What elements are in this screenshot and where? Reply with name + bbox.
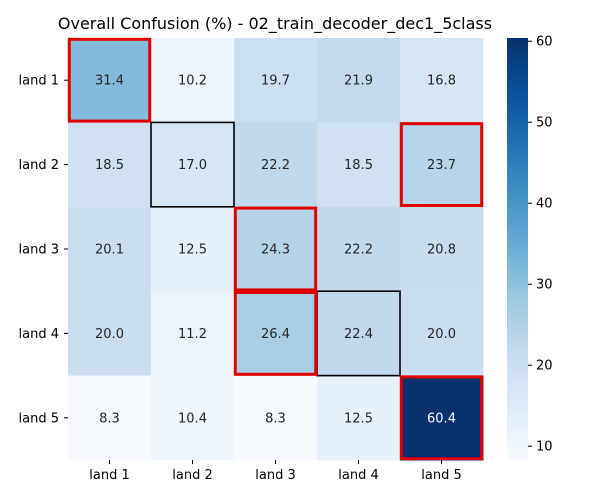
colorbar: 10 20 30 40 50 60 bbox=[507, 35, 553, 460]
row-max-highlight bbox=[233, 206, 318, 292]
heatmap-cell-r3-c1 bbox=[68, 206, 152, 292]
cell-value-label: 23.7 bbox=[427, 158, 456, 173]
heatmap-cell-r1-c2 bbox=[151, 38, 235, 123]
heatmap-cell-r5-c4 bbox=[317, 375, 401, 461]
heatmap-cell-r2-c4 bbox=[317, 122, 401, 208]
cell-highlights bbox=[67, 37, 484, 461]
heatmap-cell-r4-c3 bbox=[234, 291, 318, 377]
heatmap-cell-r1-c5 bbox=[400, 38, 484, 123]
cell-value-label: 12.5 bbox=[178, 243, 207, 258]
row-max-highlight bbox=[399, 122, 484, 207]
heatmap-cell-r2-c5 bbox=[400, 122, 484, 208]
x-tick-label: land 5 bbox=[421, 468, 461, 483]
cell-value-label: 8.3 bbox=[265, 411, 286, 426]
heatmap-cell-r4-c1 bbox=[68, 291, 152, 377]
row-max-highlight bbox=[233, 291, 318, 376]
heatmap-cell-r3-c2 bbox=[151, 206, 235, 292]
heatmap-cell-r2-c3 bbox=[234, 122, 318, 208]
colorbar-tick-label: 50 bbox=[536, 116, 553, 131]
heatmap-cell-r4-c4 bbox=[317, 291, 401, 377]
cell-value-label: 18.5 bbox=[95, 158, 124, 173]
cell-value-label: 20.0 bbox=[95, 327, 124, 342]
heatmap-cell-r4-c2 bbox=[151, 291, 235, 377]
cell-value-label: 24.3 bbox=[261, 243, 290, 258]
cell-value-label: 16.8 bbox=[427, 74, 456, 89]
heatmap-cell-r3-c4 bbox=[317, 206, 401, 292]
cell-value-labels: 31.4 10.2 19.7 21.9 16.8 18.5 17.0 22.2 18.5 23.7… bbox=[95, 74, 456, 427]
cell-value-label: 17.0 bbox=[178, 158, 207, 173]
cell-value-label: 20.1 bbox=[95, 243, 124, 258]
cell-value-label: 10.4 bbox=[178, 411, 207, 426]
heatmap-cell-r3-c5 bbox=[400, 206, 484, 292]
row-max-highlight bbox=[399, 375, 484, 461]
heatmap-cell-r1-c1 bbox=[68, 38, 152, 123]
x-tick-label: land 1 bbox=[89, 468, 129, 483]
cell-value-label: 20.0 bbox=[427, 327, 456, 342]
y-tick-label: land 2 bbox=[19, 158, 59, 173]
row-max-highlight bbox=[67, 37, 152, 123]
colorbar-gradient bbox=[507, 38, 528, 460]
y-tick-label: land 5 bbox=[19, 411, 59, 426]
heatmap-cell-r5-c1 bbox=[68, 375, 152, 461]
cell-value-label: 60.4 bbox=[427, 411, 456, 426]
heatmap-cell-r4-c5 bbox=[400, 291, 484, 377]
cell-value-label: 11.2 bbox=[178, 327, 207, 342]
y-axis: land 1 land 2 land 3 land 4 land 5 bbox=[19, 74, 68, 426]
heatmap-cell-r5-c3 bbox=[234, 375, 318, 461]
colorbar-tick-label: 30 bbox=[536, 278, 553, 293]
cell-value-label: 26.4 bbox=[261, 327, 290, 342]
heatmap-cell-r1-c3 bbox=[234, 38, 318, 123]
cell-value-label: 12.5 bbox=[344, 411, 373, 426]
cell-value-label: 10.2 bbox=[178, 74, 207, 89]
x-tick-label: land 3 bbox=[255, 468, 295, 483]
y-tick-label: land 4 bbox=[19, 327, 59, 342]
cell-value-label: 31.4 bbox=[95, 74, 124, 89]
cell-value-label: 21.9 bbox=[344, 74, 373, 89]
heatmap-cell-r1-c4 bbox=[317, 38, 401, 123]
chart-title: Overall Confusion (%) - 02_train_decoder… bbox=[58, 14, 492, 34]
cell-value-label: 20.8 bbox=[427, 243, 456, 258]
heatmap-cell-r5-c2 bbox=[151, 375, 235, 461]
cell-value-label: 22.4 bbox=[344, 327, 373, 342]
cell-value-label: 19.7 bbox=[261, 74, 290, 89]
colorbar-tick-label: 20 bbox=[536, 359, 553, 374]
y-tick-label: land 3 bbox=[19, 243, 59, 258]
heatmap-cell-r5-c5 bbox=[400, 375, 484, 461]
x-tick-label: land 2 bbox=[172, 468, 212, 483]
colorbar-tick-label: 60 bbox=[536, 35, 553, 50]
cell-value-label: 22.2 bbox=[344, 243, 373, 258]
cell-value-label: 8.3 bbox=[99, 411, 120, 426]
heatmap-cells bbox=[68, 38, 484, 461]
cell-value-label: 18.5 bbox=[344, 158, 373, 173]
heatmap-cell-r2-c1 bbox=[68, 122, 152, 208]
heatmap-cell-r3-c3 bbox=[234, 206, 318, 292]
cell-value-label: 22.2 bbox=[261, 158, 290, 173]
heatmap-cell-r2-c2 bbox=[151, 122, 235, 208]
diagonal-highlight bbox=[150, 121, 235, 208]
y-tick-label: land 1 bbox=[19, 74, 59, 89]
colorbar-tick-label: 10 bbox=[536, 440, 553, 455]
colorbar-tick-label: 40 bbox=[536, 197, 553, 212]
x-axis: land 1 land 2 land 3 land 4 land 5 bbox=[89, 460, 462, 483]
x-tick-label: land 4 bbox=[338, 468, 378, 483]
